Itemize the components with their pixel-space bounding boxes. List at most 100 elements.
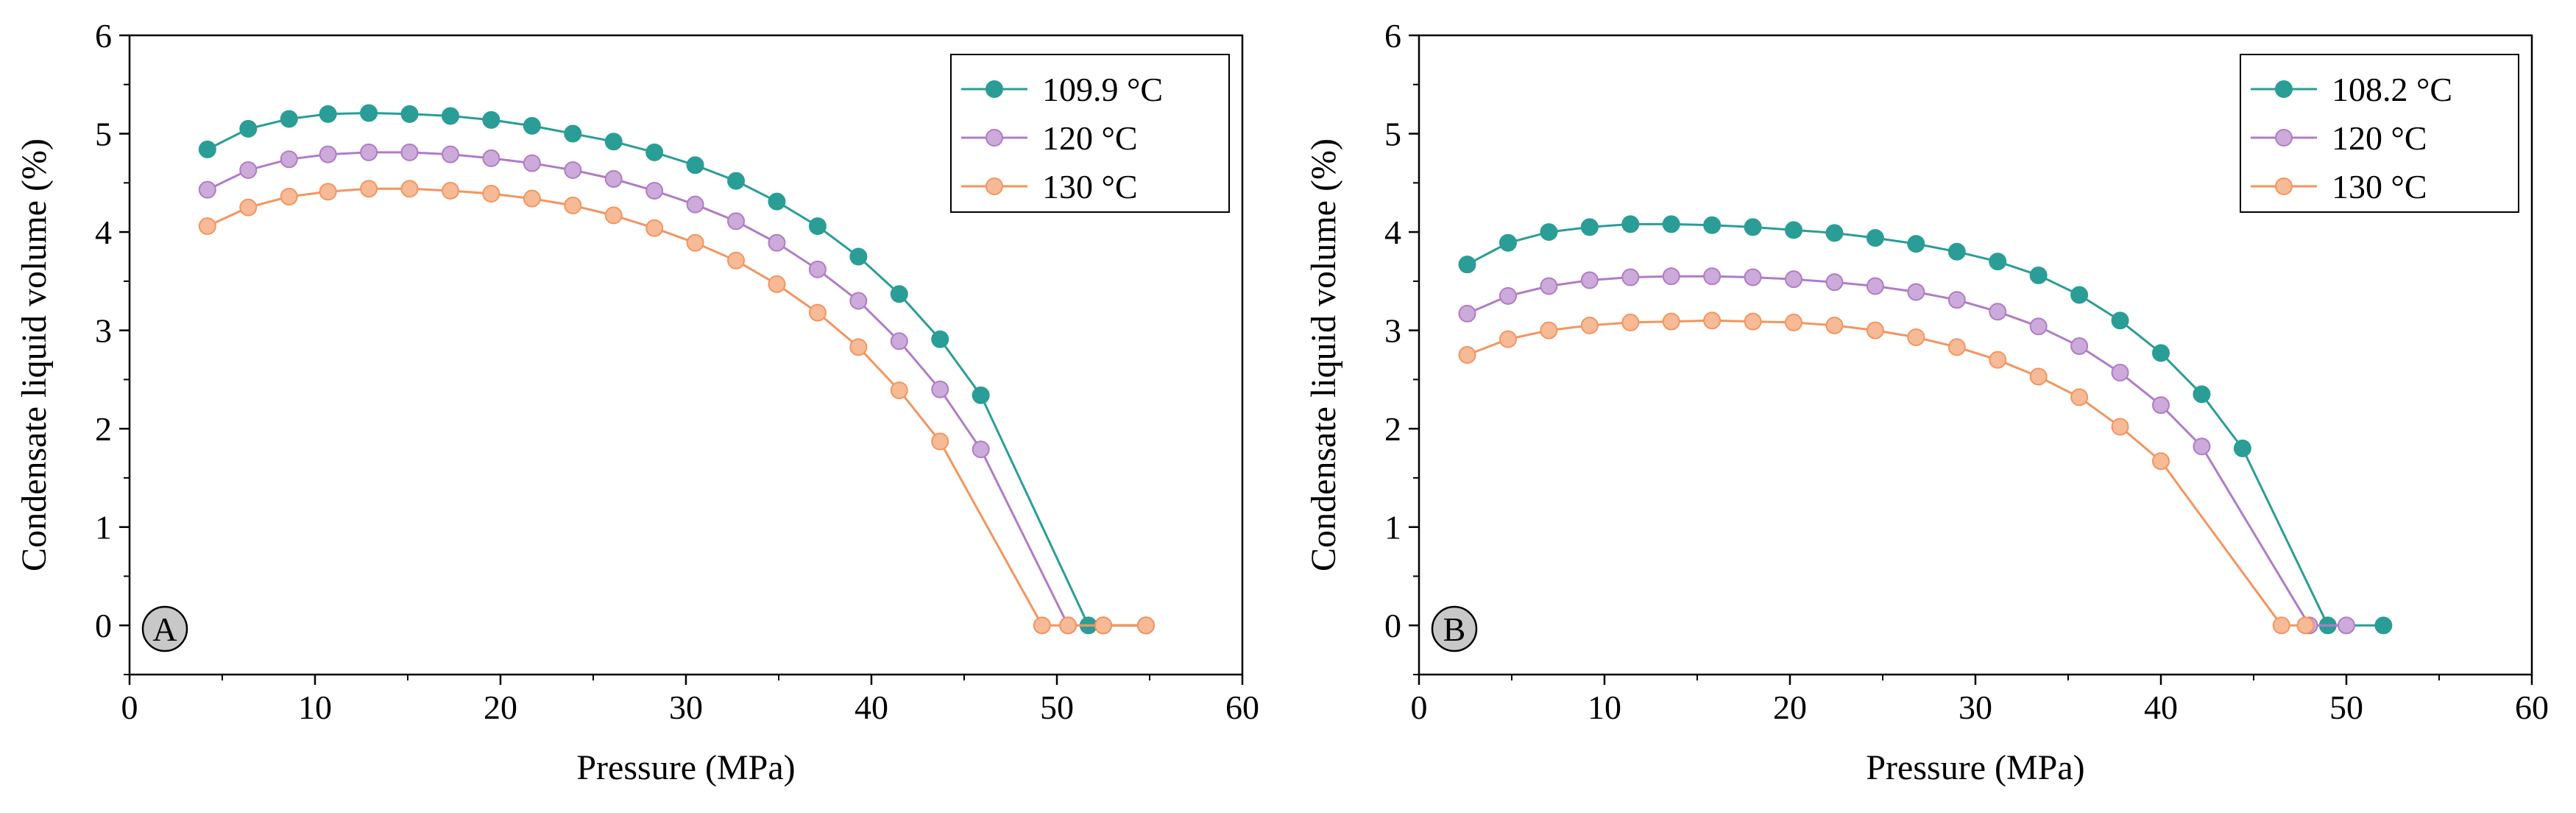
data-point: [1621, 313, 1640, 331]
data-point: [441, 107, 459, 125]
data-point: [2111, 418, 2129, 436]
data-point: [972, 440, 990, 459]
data-point: [1621, 268, 1640, 286]
data-point: [198, 217, 216, 236]
data-point: [2272, 616, 2290, 635]
data-point: [849, 338, 868, 356]
data-point: [1989, 303, 2007, 321]
data-point: [727, 212, 746, 230]
data-point: [2029, 317, 2048, 336]
y-tick-label: 3: [1384, 312, 1401, 350]
y-tick-label: 3: [95, 312, 112, 350]
data-point: [280, 110, 298, 128]
legend: 108.2 °C 120 °C 130 °C: [2240, 54, 2519, 213]
data-point: [1540, 321, 1558, 339]
legend-label: 108.2 °C: [2332, 71, 2452, 108]
data-point: [1907, 283, 1925, 301]
legend-label: 120 °C: [2332, 119, 2427, 157]
data-point: [1989, 351, 2007, 369]
x-tick-label: 0: [1411, 689, 1428, 726]
data-point: [849, 247, 868, 266]
data-point: [198, 140, 216, 158]
series-3: [1458, 312, 2315, 635]
y-tick-label: 0: [95, 607, 112, 644]
panel-label-a: A: [152, 610, 177, 648]
x-tick-label: 40: [2144, 689, 2178, 726]
data-point: [1825, 224, 1844, 242]
series-line: [1466, 222, 2384, 627]
data-point: [482, 110, 500, 129]
data-point: [604, 169, 623, 188]
x-axis-title: Pressure (MPa): [576, 748, 795, 787]
data-point: [2193, 385, 2211, 404]
series-2: [198, 143, 1155, 635]
data-point: [482, 184, 500, 203]
data-point: [1580, 218, 1599, 236]
data-point: [604, 206, 623, 225]
data-point: [972, 386, 990, 404]
data-point: [2070, 337, 2089, 355]
data-point: [1703, 312, 1722, 330]
data-point: [523, 116, 541, 135]
data-point: [1907, 235, 1925, 253]
data-point: [1136, 616, 1155, 635]
x-tick-label: 10: [1588, 689, 1621, 726]
y-axis-title: Condensate liquid volume (%): [1304, 138, 1343, 571]
data-point: [2029, 367, 2048, 386]
data-point: [1866, 321, 1884, 339]
data-point: [727, 172, 746, 190]
data-point: [1744, 218, 1762, 236]
series-1: [1458, 215, 2393, 635]
data-point: [2111, 364, 2129, 382]
data-point: [1662, 312, 1680, 331]
data-point: [360, 143, 378, 161]
y-tick-label: 4: [95, 214, 112, 251]
legend-label: 109.9 °C: [1042, 71, 1163, 108]
series-2: [1458, 267, 2355, 635]
data-point: [239, 161, 258, 179]
data-point: [441, 181, 459, 200]
data-point: [400, 105, 419, 123]
data-point: [1059, 616, 1078, 635]
data-point: [2111, 312, 2129, 330]
legend-marker: [986, 80, 1003, 98]
legend-marker: [2275, 129, 2293, 147]
y-tick-label: 5: [1384, 116, 1401, 153]
data-point: [1947, 338, 1966, 356]
data-point: [2029, 266, 2048, 284]
y-tick-label: 1: [1384, 509, 1401, 546]
data-point: [1458, 346, 1476, 364]
data-point: [2152, 344, 2170, 362]
data-point: [1033, 616, 1051, 635]
data-point: [2296, 616, 2315, 635]
data-point: [931, 330, 949, 348]
x-tick-label: 30: [669, 689, 703, 726]
data-point: [768, 275, 786, 293]
data-point: [1458, 304, 1476, 323]
data-point: [1703, 216, 1722, 234]
y-tick-label: 1: [95, 509, 112, 546]
x-axis-title: Pressure (MPa): [1866, 748, 2084, 787]
legend-label: 130 °C: [2332, 168, 2427, 205]
legend-marker: [986, 129, 1003, 147]
data-point: [1989, 253, 2007, 271]
data-point: [808, 217, 827, 236]
data-point: [808, 303, 827, 322]
data-point: [319, 105, 337, 123]
data-point: [280, 188, 298, 206]
data-point: [768, 192, 786, 211]
data-point: [2338, 616, 2355, 635]
y-tick-label: 2: [1384, 410, 1401, 448]
data-point: [686, 156, 704, 175]
data-point: [239, 119, 258, 138]
series-line: [1466, 275, 2346, 627]
series-line: [207, 151, 1146, 627]
y-axis-title: Condensate liquid volume (%): [15, 138, 54, 571]
series-1: [198, 104, 1155, 635]
legend-marker: [986, 177, 1003, 195]
data-point: [400, 180, 419, 198]
data-point: [2193, 437, 2211, 456]
data-point: [1785, 270, 1803, 289]
data-point: [1947, 242, 1966, 261]
